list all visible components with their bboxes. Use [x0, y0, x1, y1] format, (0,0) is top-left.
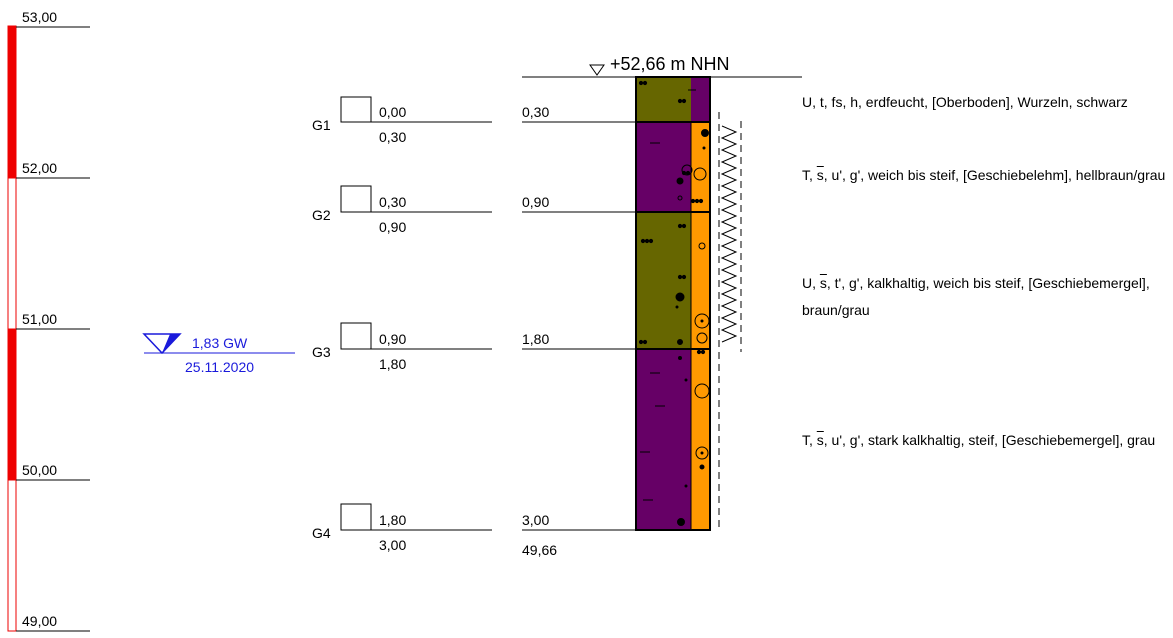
layer-desc-overline: s [816, 167, 824, 183]
scale-label-50: 50,00 [22, 462, 57, 478]
scale-label-53: 53,00 [22, 9, 57, 25]
layer-2-description: T, s, u', g', weich bis steif, [Geschieb… [802, 162, 1172, 189]
samples-column: G1 0,00 0,30 G2 0,30 0,90 G3 0,90 1,80 G… [312, 96, 492, 553]
layer-4-side [691, 349, 710, 530]
layer-1-description: U, t, fs, h, erdfeucht, [Oberboden], Wur… [802, 89, 1172, 116]
layer-desc-rest: , t', g', kalkhaltig, weich bis steif, [… [802, 275, 1150, 318]
sample-id: G1 [312, 117, 331, 133]
groundwater-depth: 1,83 GW [192, 335, 248, 351]
sample-g2: G2 0,30 0,90 [312, 185, 492, 235]
sample-id: G2 [312, 207, 331, 223]
scale-label-51: 51,00 [22, 311, 57, 327]
layer-4-description: T, s, u', g', stark kalkhaltig, steif, [… [802, 427, 1172, 454]
sample-box [340, 185, 372, 213]
layer-3-description: U, s, t', g', kalkhaltig, weich bis stei… [802, 270, 1172, 324]
layer-2-side [691, 122, 710, 212]
borehole-column [635, 76, 742, 531]
sample-bottom: 3,00 [379, 537, 406, 553]
layer-depth-3: 1,80 [522, 331, 549, 347]
sample-g1: G1 0,00 0,30 [312, 96, 492, 145]
sample-g3: G3 0,90 1,80 [312, 322, 492, 372]
sample-box [340, 96, 372, 123]
scale-label-49: 49,00 [22, 613, 57, 629]
layer-desc-overline: s [816, 432, 824, 448]
layer-desc-prefix: U, [802, 275, 820, 291]
surface-triangle-icon [589, 64, 605, 76]
layer-3-side [691, 212, 710, 349]
sample-top: 0,90 [379, 331, 406, 347]
scale-segment-50-49 [7, 479, 17, 632]
sample-top: 1,80 [379, 512, 406, 528]
scale-label-52: 52,00 [22, 160, 57, 176]
scale-segment-53-52 [7, 25, 17, 179]
layer-depth-2: 0,90 [522, 194, 549, 210]
sample-bottom: 1,80 [379, 356, 406, 372]
surface-label: +52,66 m NHN [610, 54, 730, 74]
layer-1-side [691, 77, 710, 122]
borehole-outline [635, 76, 711, 531]
zigzag-symbol [720, 125, 738, 343]
scale-segment-51-50 [7, 328, 17, 481]
scale-segment-52-51 [7, 177, 17, 330]
soil-symbols [638, 80, 710, 526]
layer-desc-prefix: T, [802, 432, 817, 448]
layer-depth-1: 0,30 [522, 104, 549, 120]
elevation-scale: 53,00 52,00 51,00 50,00 49,00 [7, 9, 90, 632]
sample-id: G3 [312, 344, 331, 360]
layer-depth-4: 3,00 [522, 512, 549, 528]
sample-bottom: 0,90 [379, 219, 406, 235]
surface-level: +52,66 m NHN [522, 54, 802, 78]
sample-id: G4 [312, 525, 331, 541]
groundwater-marker: 1,83 GW 25.11.2020 [142, 333, 295, 375]
layer-desc-overline: s [819, 275, 827, 291]
sample-top: 0,00 [379, 104, 406, 120]
layer-desc-rest: , u', g', stark kalkhaltig, steif, [Gesc… [823, 432, 1156, 448]
groundwater-date: 25.11.2020 [185, 359, 254, 375]
layer-desc-rest: , u', g', weich bis steif, [Geschiebeleh… [823, 167, 1166, 183]
sample-box [340, 503, 372, 531]
sample-top: 0,30 [379, 194, 406, 210]
layer-3-main [636, 212, 691, 349]
layer-4-main [636, 349, 691, 530]
layer-depth-markers: 0,30 0,90 1,80 3,00 49,66 [522, 104, 636, 558]
sample-box [340, 322, 372, 350]
sample-g4: G4 1,80 3,00 [312, 503, 492, 553]
base-elevation: 49,66 [522, 542, 557, 558]
layer-desc-prefix: T, [802, 167, 817, 183]
sample-bottom: 0,30 [379, 129, 406, 145]
layer-desc-text: U, t, fs, h, erdfeucht, [Oberboden], Wur… [802, 94, 1128, 110]
